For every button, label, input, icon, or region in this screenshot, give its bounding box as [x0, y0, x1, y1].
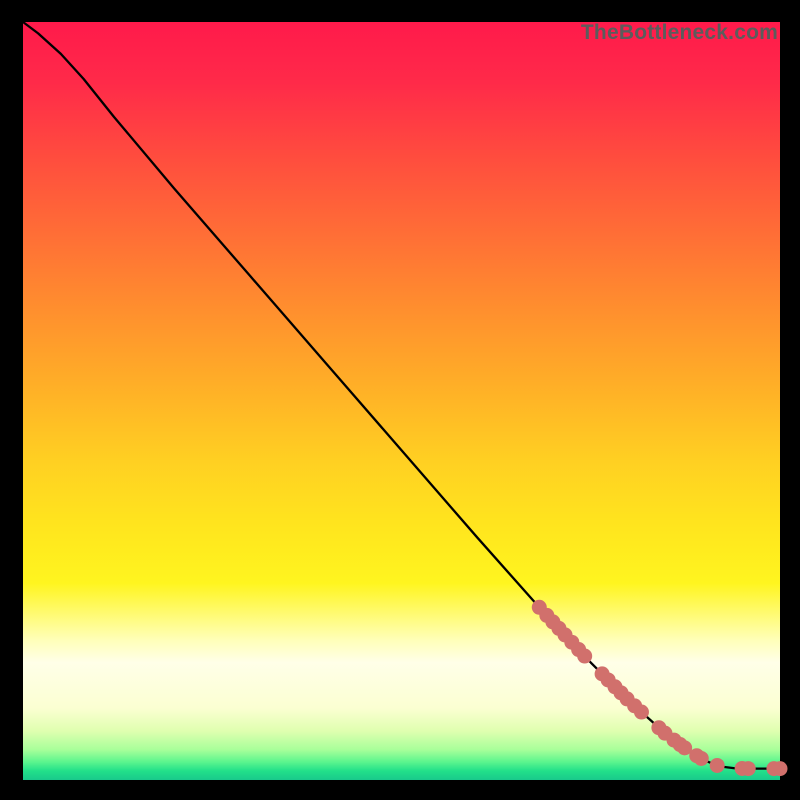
data-marker: [577, 649, 592, 664]
data-markers-group: [532, 600, 788, 776]
curve-layer: [23, 22, 780, 780]
chart-plot-area: TheBottleneck.com: [23, 22, 780, 780]
data-marker: [694, 751, 709, 766]
bottleneck-curve: [23, 22, 780, 769]
data-marker: [741, 761, 756, 776]
data-marker: [710, 758, 725, 773]
data-marker: [634, 705, 649, 720]
data-marker: [773, 761, 788, 776]
